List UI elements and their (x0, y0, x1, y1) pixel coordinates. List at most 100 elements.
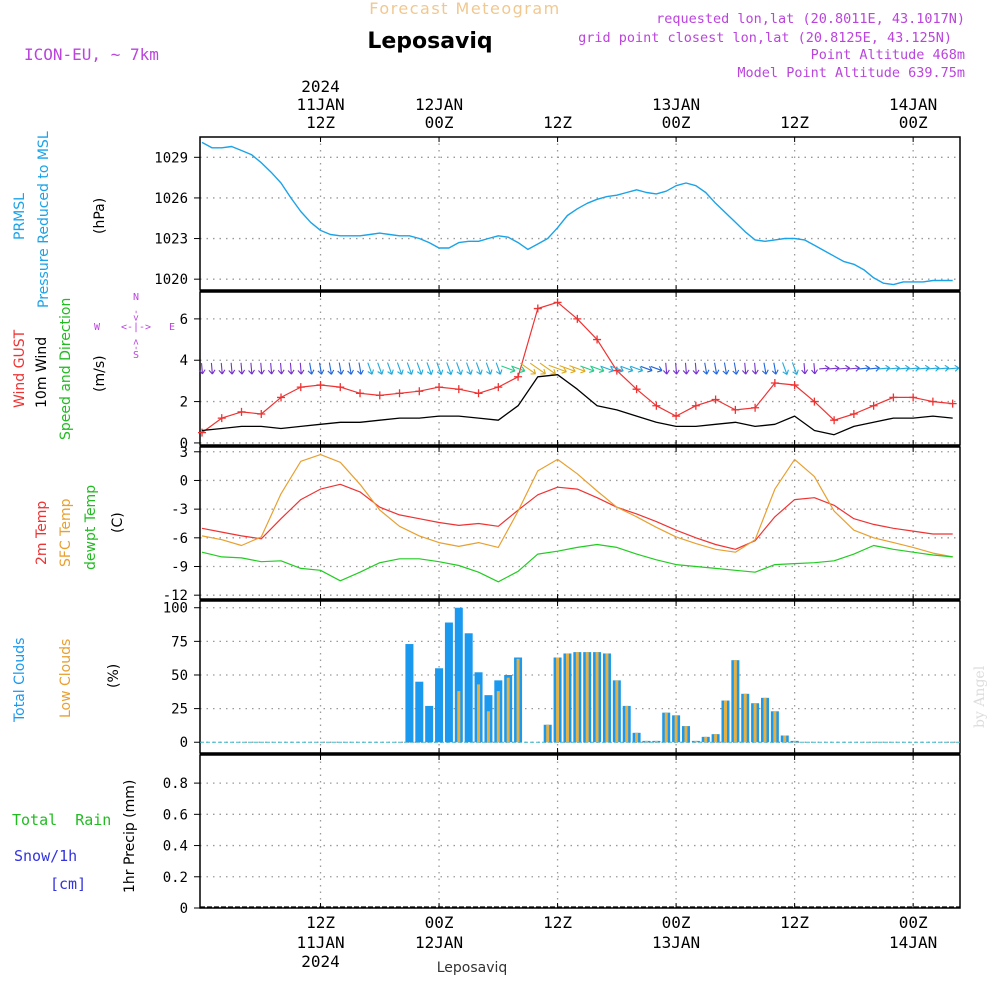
y-tick-label: 0.4 (163, 839, 188, 855)
low-cloud-bar (654, 740, 658, 743)
gust-marker (830, 416, 839, 425)
wind-direction-arrow (801, 363, 809, 375)
wind-direction-arrow (347, 362, 354, 375)
wind-direction-arrow (436, 362, 444, 376)
clouds-panel-labels: Total Clouds Low Clouds (%) (12, 638, 122, 723)
y-tick-label: 1029 (154, 150, 188, 166)
gust-marker (277, 393, 286, 402)
top-year-label: 2024 (301, 77, 340, 96)
wind-direction-arrow (258, 362, 265, 375)
precip-unit-label: 1hr Precip (mm) (122, 780, 138, 893)
y-tick-label: 2 (180, 395, 188, 411)
requested-coordinates: requested lon,lat (20.8011E, 43.1017N) (656, 11, 965, 27)
gust-marker (514, 372, 523, 381)
wind-direction-arrow (218, 362, 226, 375)
y-tick-label: 6 (180, 312, 188, 328)
wind-direction-arrow (238, 362, 246, 375)
low-cloud-bar (733, 660, 737, 743)
bottom-hour-label: 00Z (662, 913, 691, 932)
temp-panel: -12 -9 -6 -3 0 3 (163, 445, 961, 604)
wind-direction-arrow (867, 364, 880, 372)
wind-direction-arrow (600, 365, 614, 373)
low-cloud-bar (556, 657, 560, 743)
gust-marker (731, 405, 740, 414)
total-cloud-bar (435, 668, 444, 743)
temp-panel-labels: 2m Temp SFC Temp dewpt Temp (C) (34, 485, 126, 570)
gust-marker (533, 304, 542, 313)
gust-marker (474, 389, 483, 398)
bottom-date-label: 11JAN (296, 933, 344, 952)
top-date-label: 14JAN (889, 95, 937, 114)
wind-direction-arrow (248, 362, 255, 375)
y-tick-label: 100 (163, 601, 188, 617)
bottom-hour-label: 12Z (543, 913, 572, 932)
wind-gust-label: Wind GUST (12, 329, 28, 408)
gust-marker (909, 393, 918, 402)
gust-marker (415, 387, 424, 396)
total-cloud-bar (444, 622, 453, 743)
gust-marker (711, 395, 720, 404)
gust-marker (770, 378, 779, 387)
y-tick-label: 0 (180, 436, 188, 452)
gust-marker (652, 401, 661, 410)
pressure-unit-label: (hPa) (92, 198, 108, 234)
dewpoint-line (201, 543, 953, 583)
low-cloud-bar (684, 726, 688, 743)
wind-direction-arrow (475, 362, 483, 375)
grid-point-coordinates: grid point closest lon,lat (20.8125E, 43… (578, 30, 952, 46)
gust-marker (316, 381, 325, 390)
y-tick-label: 0 (180, 735, 188, 751)
wind-direction-arrow (722, 362, 730, 375)
temp-unit-label: (C) (110, 512, 126, 533)
gust-marker (632, 385, 641, 394)
wind-direction-arrow (946, 364, 960, 372)
wind-direction-arrow (337, 362, 345, 375)
wind-direction-arrow (327, 362, 335, 375)
wind-direction-arrow (682, 362, 690, 375)
wind-compass: N S W E <-|-> <- -> (94, 292, 175, 361)
pressure-line (201, 141, 953, 286)
wind-direction-arrow (406, 362, 414, 375)
bottom-hour-label: 00Z (425, 913, 454, 932)
point-altitude: Point Altitude 468m (811, 47, 965, 63)
low-cloud-bar (773, 711, 777, 743)
wind-direction-arrow (857, 364, 871, 372)
wind-unit-label: (m/s) (92, 355, 108, 392)
wind-direction-arrow (277, 362, 285, 375)
y-tick-label: 1020 (154, 272, 188, 288)
wind-direction-arrow (495, 362, 503, 375)
gust-marker (672, 412, 681, 421)
gust-marker (494, 383, 503, 392)
wind-direction-arrow (569, 365, 586, 374)
top-date-label: 12JAN (415, 95, 463, 114)
low-cloud-bar (546, 724, 550, 743)
wind-direction-arrow (317, 362, 325, 375)
wind-direction-arrow (198, 363, 206, 375)
low-cloud-bar (477, 684, 481, 743)
wind-direction-arrow (610, 365, 624, 373)
compass-we-arrows: <-|-> (121, 322, 151, 333)
wind-direction-arrow (228, 362, 236, 375)
panel-frame (199, 754, 961, 909)
total-cloud-bar (425, 705, 434, 743)
wind-direction-arrow (761, 362, 769, 375)
low-cloud-bar (516, 658, 520, 743)
gust-marker (375, 391, 384, 400)
gust-marker (356, 389, 365, 398)
compass-s-arrow: -> (131, 339, 142, 351)
low-cloud-bar (753, 703, 757, 743)
y-tick-label: 75 (171, 634, 188, 650)
gust-marker (237, 407, 246, 416)
y-tick-label: -12 (163, 588, 188, 604)
precip-panel: 0 0.2 0.4 0.6 0.8 (163, 754, 961, 917)
y-tick-label: 3 (180, 445, 188, 461)
total-cloud-bar (415, 681, 424, 743)
gust-marker (612, 366, 621, 375)
low-cloud-bar (595, 652, 599, 743)
low-cloud-bar (644, 740, 648, 743)
wind-direction-arrow (771, 362, 779, 375)
snow-cm-label: [cm] (50, 875, 86, 893)
low-cloud-bar (783, 735, 787, 743)
wind-direction-arrow (580, 365, 595, 373)
